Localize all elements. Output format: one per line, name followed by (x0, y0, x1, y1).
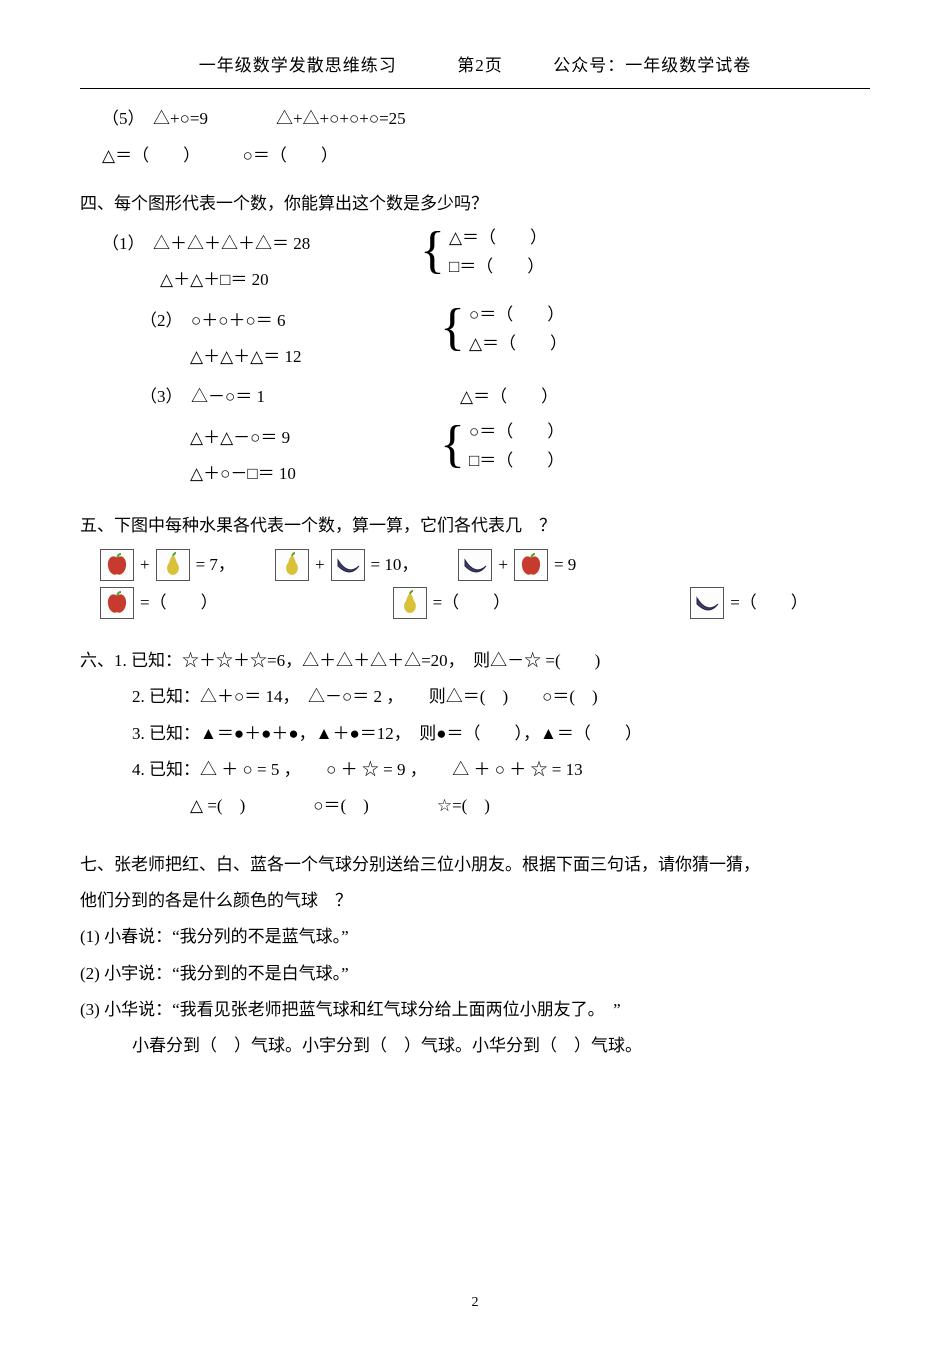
brace-icon: { (420, 418, 465, 470)
q5-line1: （5） △+○=9 △+△+○+○+○=25 (80, 103, 870, 135)
pear-icon (156, 549, 190, 581)
s4-item3: （3） △－○＝ 1 △＝（ ） (80, 377, 870, 417)
eq-text: = 10， (371, 549, 419, 581)
ans-text: =（ ） (730, 587, 808, 619)
section5-title: 五、下图中每种水果各代表一个数，算一算，它们各代表几 ？ (80, 510, 870, 542)
s4-3b: △＋△－○＝ 9 (80, 422, 420, 454)
eq-text: = 9 (554, 549, 576, 581)
fruit-eq3: + = 9 (458, 549, 576, 581)
plus-sign: + (315, 549, 325, 581)
s4-3a: （3） △－○＝ 1 (80, 381, 420, 413)
page-number: 2 (0, 1290, 950, 1317)
s4-2r1: ○＝（ ） (469, 301, 567, 330)
apple-icon (100, 549, 134, 581)
pear-icon (393, 587, 427, 619)
plus-sign: + (498, 549, 508, 581)
s7-3: (3) 小华说：“我看见张老师把蓝气球和红气球分给上面两位小朋友了。 ” (80, 994, 870, 1026)
s4-1b: △＋△＋□＝ 20 (80, 264, 420, 296)
fruit-ans3: =（ ） (690, 587, 808, 619)
s6-4a: 4. 已知：△ ＋ ○ = 5 ， ○ ＋ ☆ = 9 ， △ ＋ ○ ＋ ☆ … (80, 754, 870, 786)
s6-1: 六、1. 已知：☆＋☆＋☆=6，△＋△＋△＋△=20， 则△－☆ =( ) (80, 645, 870, 677)
fruit-equation-row: + = 7， + = 10， + = 9 (100, 549, 870, 581)
s4-2b: △＋△＋△＝ 12 (80, 341, 420, 373)
pear-icon (275, 549, 309, 581)
s7-title: 七、张老师把红、白、蓝各一个气球分别送给三位小朋友。根据下面三句话，请你猜一猜， (80, 849, 870, 881)
header-right: 公众号：一年级数学试卷 (553, 50, 751, 82)
s4-1r1: △＝（ ） (449, 224, 547, 253)
banana-icon (331, 549, 365, 581)
ans-text: =（ ） (140, 587, 218, 619)
s4-2a: （2） ○＋○＋○＝ 6 (80, 305, 420, 337)
s4-item1: （1） △＋△＋△＋△＝ 28 △＋△＋□＝ 20 { △＝（ ） □＝（ ） (80, 224, 870, 301)
s7-ans: 小春分到（ ）气球。小宇分到（ ）气球。小华分到（ ）气球。 (80, 1030, 870, 1062)
fruit-ans2: =（ ） (393, 587, 511, 619)
worksheet-page: 一年级数学发散思维练习 第2页 公众号：一年级数学试卷 （5） △+○=9 △+… (0, 0, 950, 1345)
ans-text: =（ ） (433, 587, 511, 619)
s4-2r2: △＝（ ） (469, 330, 567, 359)
s4-1a: （1） △＋△＋△＋△＝ 28 (80, 228, 420, 260)
s6-2: 2. 已知：△＋○＝ 14， △－○＝ 2 ， 则△＝( ) ○＝( ) (80, 681, 870, 713)
header-left: 一年级数学发散思维练习 (199, 50, 397, 82)
fruit-ans1: =（ ） (100, 587, 218, 619)
s7-1: (1) 小春说：“我分列的不是蓝气球。” (80, 921, 870, 953)
s4-item3b: △＋△－○＝ 9 △＋○－□＝ 10 { ○＝（ ） □＝（ ） (80, 418, 870, 495)
banana-icon (458, 549, 492, 581)
page-header: 一年级数学发散思维练习 第2页 公众号：一年级数学试卷 (80, 50, 870, 89)
apple-icon (514, 549, 548, 581)
brace-icon: { (420, 224, 445, 276)
s6-3: 3. 已知：▲＝●＋●＋●，▲＋●＝12， 则●＝（ ），▲＝（ ） (80, 718, 870, 750)
banana-icon (690, 587, 724, 619)
brace-icon: { (420, 301, 465, 353)
s6-4b: △ =( ) ○＝( ) ☆=( ) (80, 790, 870, 822)
section4-title: 四、每个图形代表一个数，你能算出这个数是多少吗？ (80, 188, 870, 220)
s4-3r2: □＝（ ） (469, 447, 564, 476)
header-mid: 第2页 (457, 50, 503, 82)
s4-3c: △＋○－□＝ 10 (80, 458, 420, 490)
fruit-eq2: + = 10， (275, 549, 418, 581)
s4-item2: （2） ○＋○＋○＝ 6 △＋△＋△＝ 12 { ○＝（ ） △＝（ ） (80, 301, 870, 378)
s7-title2: 他们分到的各是什么颜色的气球 ？ (80, 885, 870, 917)
fruit-answer-row: =（ ） =（ ） =（ ） (100, 587, 870, 619)
s4-1r2: □＝（ ） (449, 253, 547, 282)
s7-2: (2) 小宇说：“我分到的不是白气球。” (80, 958, 870, 990)
s4-3r1: ○＝（ ） (469, 418, 564, 447)
s4-3r0: △＝（ ） (420, 381, 558, 413)
apple-icon (100, 587, 134, 619)
fruit-eq1: + = 7， (100, 549, 235, 581)
q5-line2: △＝（ ） ○＝（ ） (80, 140, 870, 172)
eq-text: = 7， (196, 549, 235, 581)
plus-sign: + (140, 549, 150, 581)
